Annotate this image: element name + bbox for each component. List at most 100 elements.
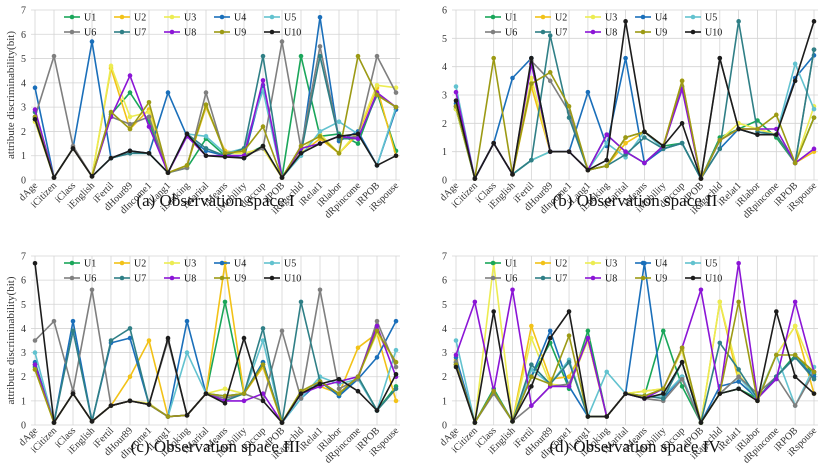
y-tick-label: 2 (442, 372, 447, 383)
data-point (642, 135, 647, 140)
data-point (279, 328, 285, 334)
data-point (792, 374, 798, 380)
data-point (755, 132, 760, 137)
data-point (32, 362, 38, 367)
y-axis-label: attribute discriminability(bit) (5, 276, 17, 404)
data-point (374, 318, 380, 324)
data-point (70, 146, 76, 151)
legend-label: U9 (655, 274, 667, 285)
legend-label: U6 (84, 28, 96, 39)
data-point (222, 154, 228, 160)
y-tick-label: 1 (442, 147, 447, 158)
legend-item-U2: U2 (535, 259, 567, 270)
legend-item-U6: U6 (64, 28, 96, 39)
data-point (298, 143, 304, 149)
data-point (453, 89, 459, 95)
data-point (393, 386, 399, 392)
y-tick-label: 1 (21, 151, 26, 162)
data-point (317, 129, 323, 134)
legend-label: U2 (555, 259, 567, 270)
legend-label: U7 (555, 274, 567, 285)
legend-item-U6: U6 (64, 274, 96, 285)
data-point (32, 350, 38, 355)
y-tick-label: 5 (442, 34, 447, 45)
data-point (736, 386, 741, 392)
data-point (146, 109, 152, 115)
data-point (184, 318, 190, 324)
data-point (393, 104, 399, 110)
data-point (585, 414, 591, 419)
data-point (127, 326, 133, 331)
data-point (298, 150, 304, 156)
data-point (336, 386, 342, 392)
data-point (184, 413, 190, 418)
data-point (203, 133, 209, 139)
data-point (222, 386, 228, 392)
legend-label: U6 (505, 274, 517, 285)
data-point (336, 376, 342, 382)
legend-marker (219, 29, 225, 35)
panel-caption: (c) Observation space III (131, 437, 301, 456)
panel-caption: (b) Observation space II (553, 191, 718, 210)
legend-marker (690, 275, 696, 281)
data-point (184, 131, 190, 137)
data-point (529, 362, 534, 367)
data-point (298, 391, 304, 396)
y-tick-label: 1 (21, 396, 26, 407)
data-point (260, 53, 266, 59)
legend-label: U2 (555, 13, 567, 24)
data-point (127, 398, 133, 404)
legend-label: U9 (234, 274, 246, 285)
data-point (792, 323, 798, 329)
y-tick-label: 2 (21, 372, 26, 383)
series-line-U10 (34, 263, 397, 424)
data-point (642, 396, 647, 401)
legend-item-U3: U3 (164, 259, 196, 270)
data-point (51, 175, 57, 180)
legend-marker (540, 260, 546, 266)
legend-label: U6 (84, 274, 96, 285)
data-point (453, 338, 459, 343)
legend-item-U4: U4 (635, 13, 667, 24)
data-point (811, 376, 817, 382)
data-point (89, 174, 95, 179)
data-point (792, 78, 798, 84)
legend-label: U1 (84, 259, 96, 270)
panel-caption: (a) Observation space I (136, 191, 294, 210)
series-line-U10 (455, 310, 815, 424)
data-point (453, 98, 459, 103)
data-point (679, 140, 685, 146)
legend-item-U3: U3 (164, 13, 196, 24)
series-U7 (32, 53, 399, 180)
data-point (70, 391, 76, 396)
data-point (679, 359, 685, 365)
data-point (774, 112, 779, 118)
data-point (547, 70, 553, 75)
data-point (717, 340, 723, 346)
data-point (679, 376, 685, 382)
data-point (32, 367, 38, 372)
data-point (108, 109, 114, 115)
data-point (736, 19, 741, 24)
series-U2 (453, 299, 817, 425)
data-point (203, 146, 209, 151)
data-point (736, 260, 741, 266)
legend-item-U3: U3 (585, 259, 617, 270)
series-line-U7 (455, 342, 815, 424)
series-U7 (32, 299, 399, 425)
legend-label: U9 (655, 28, 667, 39)
chart-panel-2: 0123456dAgeiCitizeniClassiEnglishiFertil… (438, 6, 819, 221)
data-point (127, 126, 133, 132)
data-point (491, 388, 496, 394)
legend-label: U5 (284, 259, 296, 270)
data-point (374, 408, 380, 413)
legend-label: U1 (505, 259, 517, 270)
legend-marker (590, 260, 596, 266)
legend-label: U10 (284, 274, 301, 285)
data-point (374, 82, 380, 88)
data-point (811, 19, 817, 24)
data-point (660, 386, 666, 392)
data-point (51, 420, 57, 425)
data-point (32, 107, 38, 112)
data-point (698, 176, 704, 181)
